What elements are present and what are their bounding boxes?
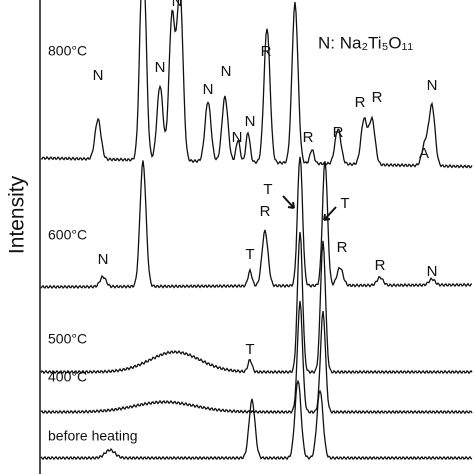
- peak-label: N: [221, 63, 232, 80]
- xrd-curve: [40, 156, 473, 290]
- peak-label: R: [303, 129, 314, 146]
- curves: [40, 0, 473, 461]
- peak-label: N: [427, 77, 438, 94]
- peak-label: N: [98, 251, 109, 268]
- xrd-curve: [40, 232, 473, 375]
- peak-label: T: [245, 341, 254, 358]
- peak-label: T: [263, 181, 272, 198]
- peak-label: R: [372, 89, 383, 106]
- curve-label: 500°C: [48, 331, 87, 347]
- curve-label: 800°C: [48, 43, 87, 59]
- peak-label: A: [419, 145, 429, 162]
- peak-label: N: [155, 59, 166, 76]
- xrd-curve: [40, 379, 473, 461]
- peak-label: N: [93, 67, 104, 84]
- peak-label: R: [337, 239, 348, 256]
- legend-entry: N: Na₂Ti₅O₁₁: [318, 33, 413, 52]
- peak-label: R: [375, 257, 386, 274]
- peak-label: N: [172, 0, 183, 10]
- peak-label: T: [245, 246, 254, 263]
- peak-label: R: [333, 124, 344, 141]
- y-axis-label: Intensity: [6, 175, 29, 254]
- peak-label: R: [260, 203, 271, 220]
- curve-label: 600°C: [48, 227, 87, 243]
- peak-label: N: [232, 129, 243, 146]
- curve-label: before heating: [48, 428, 138, 444]
- peak-label: R: [261, 43, 272, 60]
- peak-label: R: [355, 94, 366, 111]
- peak-label: N: [427, 263, 438, 280]
- xrd-curve: [40, 300, 473, 415]
- arrow: [282, 195, 295, 209]
- peak-label: N: [203, 81, 214, 98]
- xrd-curve: [40, 0, 473, 169]
- arrow: [323, 206, 337, 221]
- curve-label: 400°C: [48, 369, 87, 385]
- peak-label: T: [340, 195, 349, 212]
- peak-label: N: [245, 113, 256, 130]
